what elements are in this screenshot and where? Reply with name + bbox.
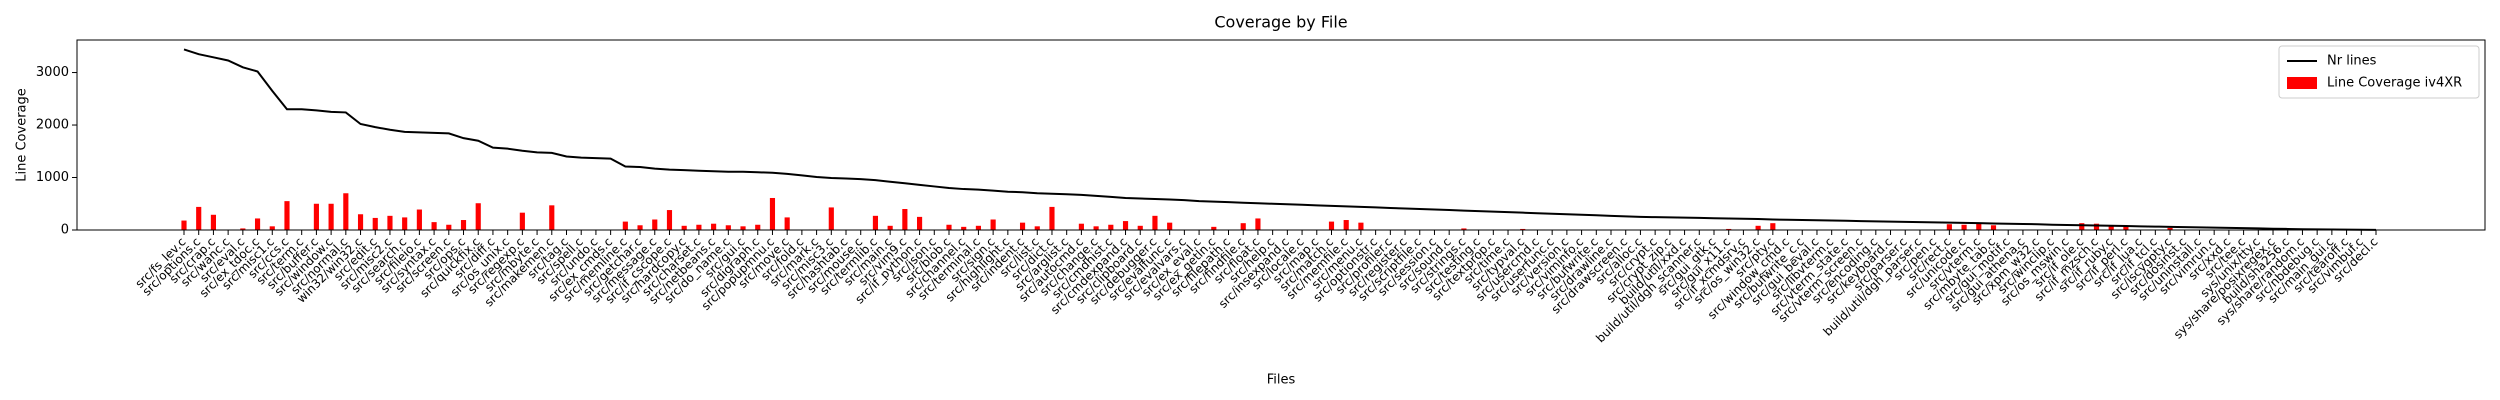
x-axis-label: Files	[1267, 373, 1296, 388]
bar	[402, 217, 408, 230]
bar	[681, 225, 687, 230]
bar	[549, 205, 555, 230]
bar	[961, 226, 967, 230]
bar	[887, 225, 893, 230]
bar	[637, 225, 643, 230]
bar	[1240, 223, 1246, 230]
y-axis-label: Line Coverage	[15, 88, 30, 182]
bar	[1461, 228, 1467, 230]
legend-swatch	[2287, 77, 2317, 89]
bar	[357, 214, 364, 230]
bar	[372, 217, 378, 230]
bar	[2093, 223, 2100, 230]
y-tick-label: 2000	[36, 118, 69, 133]
bar	[725, 225, 731, 230]
bar	[902, 209, 908, 230]
bar	[1019, 222, 1026, 230]
bar	[828, 207, 834, 230]
y-tick-label: 3000	[36, 65, 69, 80]
bar	[1078, 223, 1084, 230]
bar	[1167, 222, 1173, 230]
bar	[284, 201, 290, 230]
bar	[240, 228, 246, 230]
bar	[696, 224, 702, 230]
plot-frame	[76, 39, 2486, 231]
bar	[652, 219, 658, 230]
bar	[1946, 224, 1952, 230]
bar	[2108, 225, 2114, 230]
bar	[1328, 221, 1335, 230]
bar	[1961, 224, 1967, 230]
bar	[269, 226, 275, 230]
line	[183, 48, 2377, 231]
bar	[1255, 218, 1261, 230]
bar	[740, 226, 746, 230]
bar	[210, 214, 216, 230]
bar	[1770, 223, 1776, 230]
legend-label: Line Coverage iv4XR	[2327, 76, 2462, 91]
bar	[666, 210, 673, 230]
bar	[313, 203, 319, 230]
bar	[2079, 223, 2085, 230]
bar	[1755, 225, 1761, 230]
legend-label: Nr lines	[2327, 54, 2377, 69]
bar	[946, 224, 952, 230]
bar	[916, 216, 923, 230]
bar	[519, 212, 525, 230]
bar	[254, 218, 261, 230]
bar	[1152, 215, 1158, 230]
bar	[1343, 220, 1349, 230]
chart-title: Coverage by File	[1214, 13, 1347, 32]
bar	[1049, 206, 1055, 230]
bar	[343, 193, 349, 230]
y-tick-label: 0	[61, 223, 69, 238]
bar	[2167, 227, 2173, 230]
bar	[1034, 226, 1040, 230]
bar	[784, 217, 790, 230]
bar	[475, 203, 481, 230]
bar	[755, 224, 761, 230]
bar	[1137, 225, 1143, 230]
bar	[431, 222, 437, 230]
bar	[1122, 221, 1129, 230]
bar	[1976, 223, 1982, 230]
bar	[1093, 226, 1099, 230]
bar	[990, 219, 996, 230]
bar	[1726, 228, 1732, 230]
bar	[328, 203, 334, 230]
bar	[872, 215, 879, 230]
bar	[1108, 224, 1114, 230]
bar	[387, 215, 393, 230]
bar	[622, 221, 628, 230]
bar	[975, 225, 981, 230]
bar	[769, 197, 776, 230]
legend-box	[2278, 45, 2480, 99]
bar	[446, 224, 452, 230]
bar	[2123, 226, 2129, 230]
y-tick-label: 1000	[36, 170, 69, 185]
bar	[1520, 228, 1526, 230]
bar	[196, 206, 202, 230]
bar	[460, 220, 467, 230]
bar	[181, 220, 187, 230]
bar	[416, 209, 422, 230]
bar	[1990, 225, 1997, 230]
bar	[1211, 226, 1217, 230]
legend: Nr lines Line Coverage iv4XR	[2278, 45, 2480, 99]
bar	[1358, 222, 1364, 230]
bar	[711, 223, 717, 230]
